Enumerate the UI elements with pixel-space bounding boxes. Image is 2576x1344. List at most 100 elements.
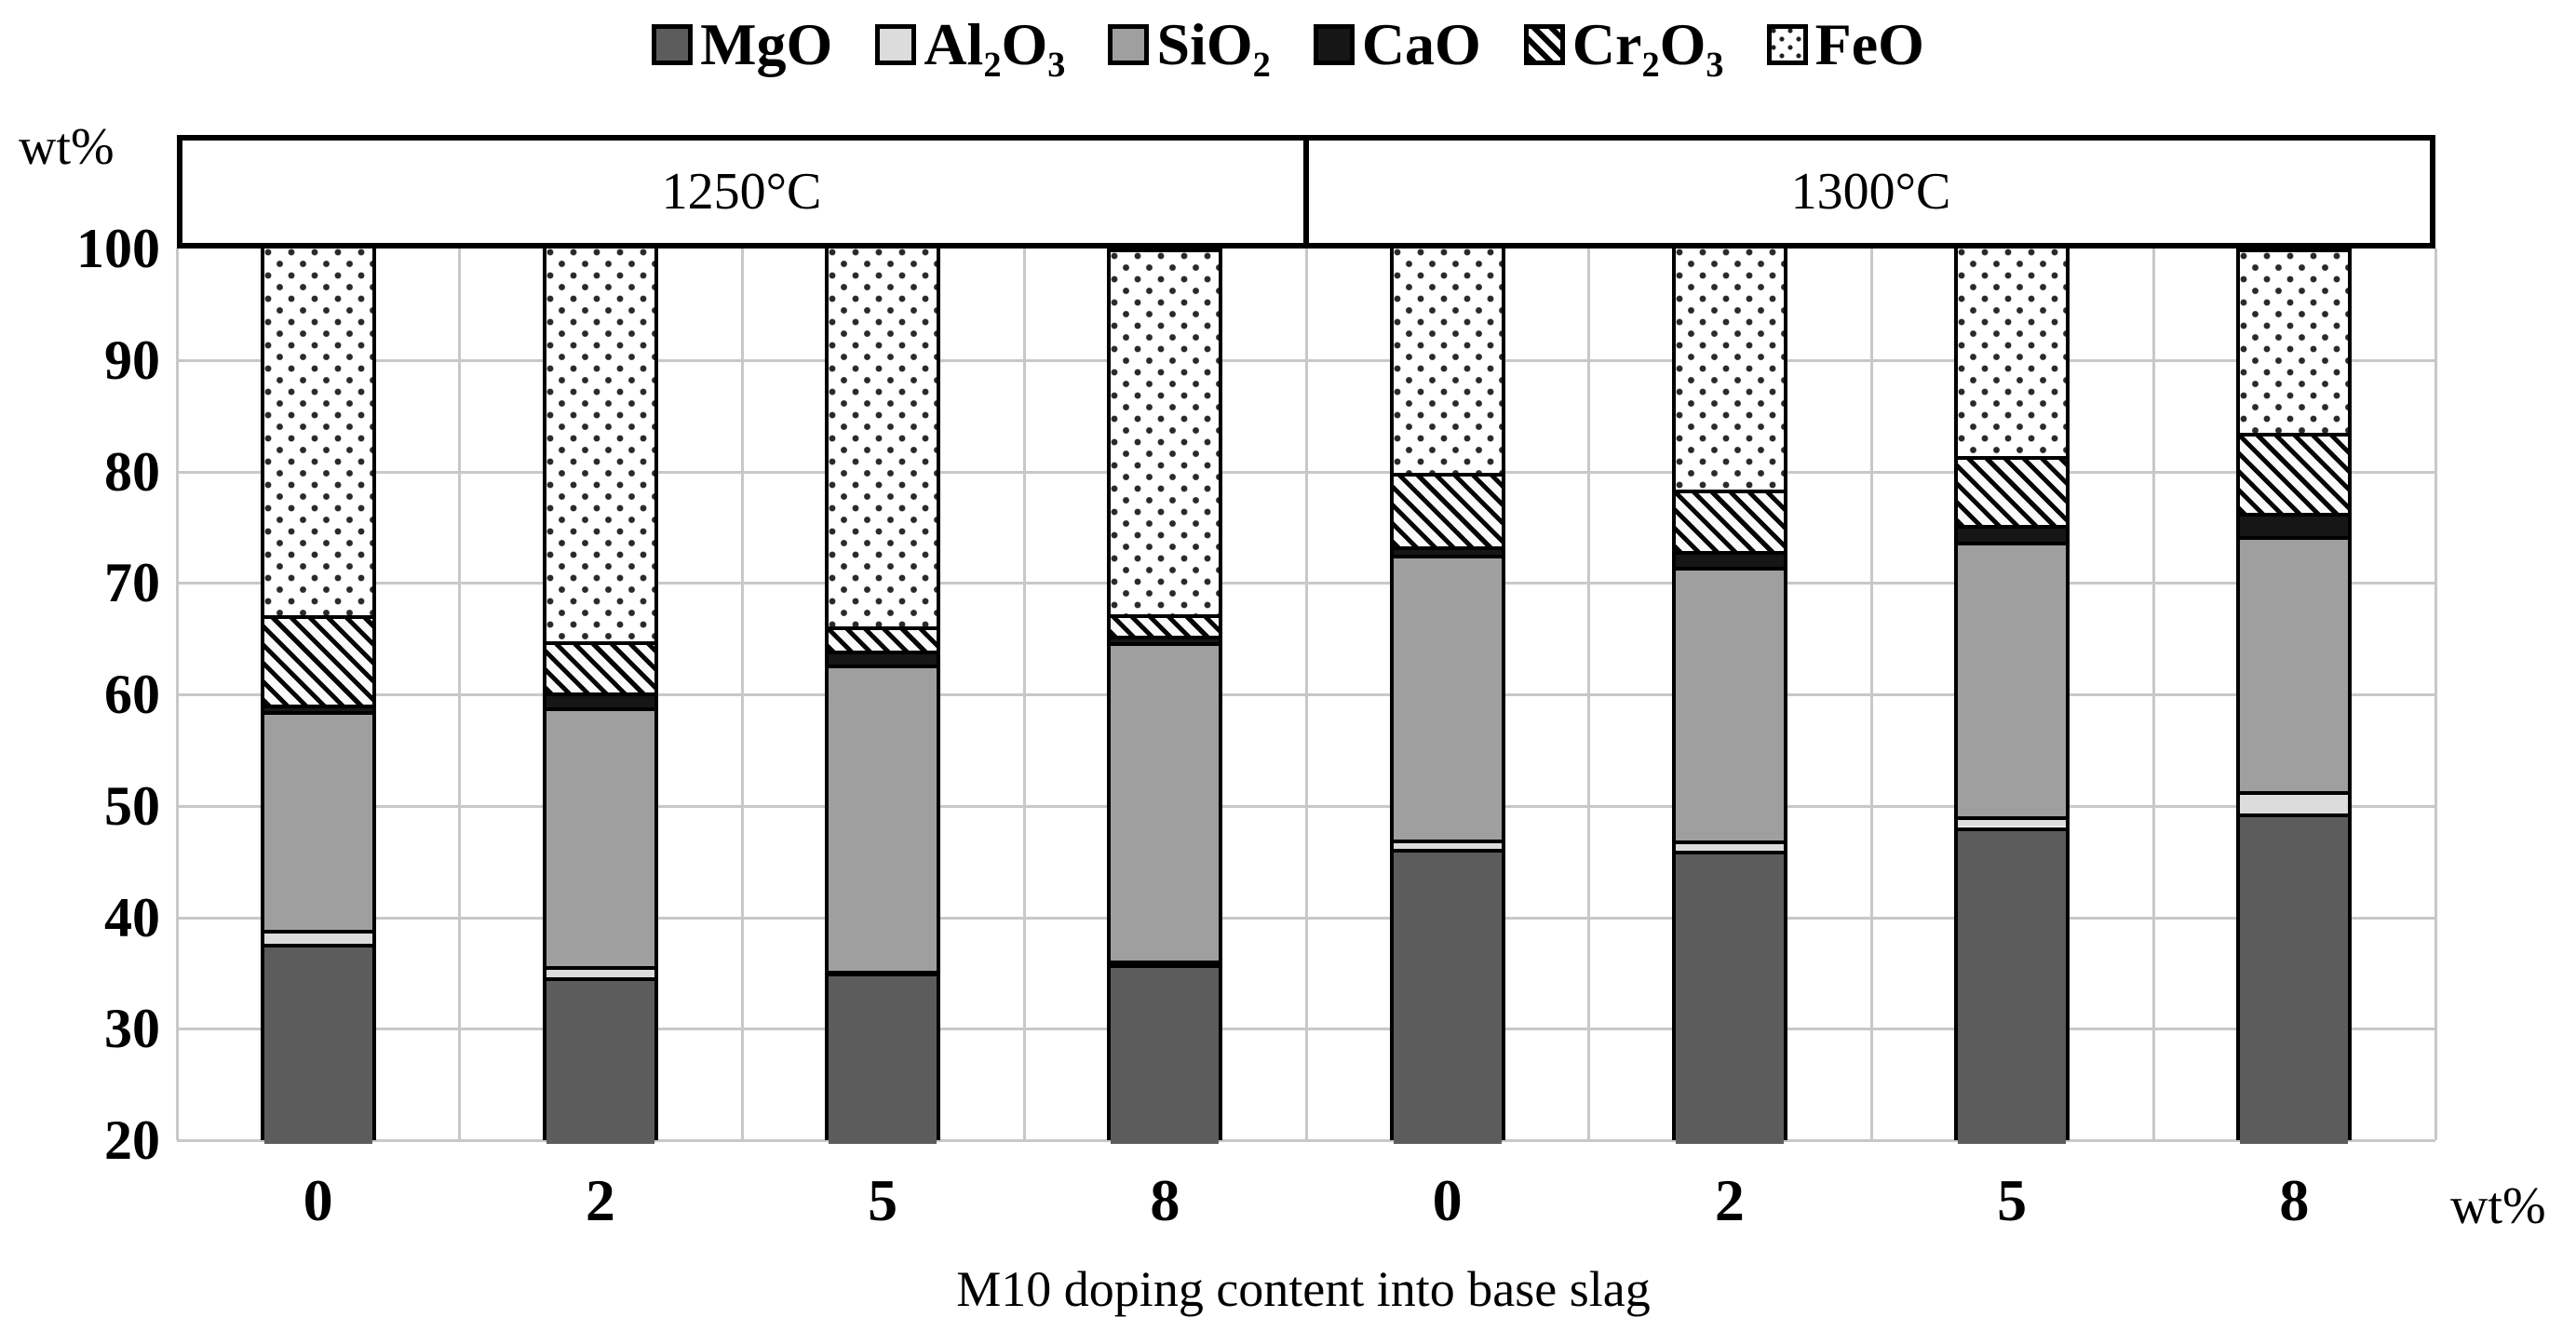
- bar-segment-sio: [1111, 641, 1220, 961]
- y-tick-label-90: 90: [104, 329, 160, 391]
- bar-segment-cao: [546, 692, 654, 708]
- x-tick-label-8: 8: [2279, 1167, 2310, 1233]
- bar-segment-cao: [1675, 550, 1784, 568]
- bar-segment-cro: [1958, 455, 2067, 525]
- x-axis-line: [177, 1139, 2435, 1142]
- legend-item-5: Cr₂O₃: [1523, 11, 1724, 77]
- temperature-label-1300: 1300°C: [1790, 163, 1951, 221]
- legend-label: SiO₂: [1156, 11, 1271, 77]
- bar-segment-cao: [263, 704, 372, 711]
- x-tick-label-3: 5: [868, 1167, 898, 1233]
- bar-segment-alo: [263, 929, 372, 945]
- bar-8: [2236, 249, 2353, 1144]
- x-tick-label-2: 2: [585, 1167, 615, 1233]
- bar-segment-cro: [2240, 432, 2349, 513]
- bar-4: [1107, 249, 1223, 1144]
- bar-segment-feo: [829, 249, 937, 626]
- y-tick-label-80: 80: [104, 440, 160, 503]
- bar-2: [542, 249, 658, 1144]
- v-gridline-2: [740, 249, 744, 1140]
- x-tick-label-6: 2: [1714, 1167, 1745, 1233]
- legend-item-6: FeO: [1766, 11, 1924, 77]
- legend-swatch-icon: [1313, 24, 1355, 65]
- bar-segment-cao: [1111, 635, 1220, 642]
- bar-segment-mgo: [1111, 963, 1220, 1144]
- bar-segment-feo: [263, 249, 372, 615]
- x-tick-label-5: 0: [1432, 1167, 1463, 1233]
- x-tick-label-7: 5: [1997, 1167, 2028, 1233]
- chart-legend: MgO Al₂O₃ SiO₂ CaO Cr₂O₃ FeO: [0, 6, 2576, 84]
- legend-label: MgO: [700, 11, 833, 77]
- legend-swatch-icon: [875, 24, 917, 65]
- temperature-header-divider: [1303, 135, 1309, 249]
- v-gridline-5: [1587, 249, 1591, 1140]
- bar-segment-sio: [829, 664, 937, 971]
- bar-segment-cao: [1958, 524, 2067, 542]
- bar-segment-mgo: [1675, 850, 1784, 1144]
- legend-label: Al₂O₃: [924, 11, 1066, 77]
- bar-segment-alo: [1393, 839, 1502, 850]
- x-axis-unit-label: wt%: [2450, 1177, 2546, 1235]
- bar-segment-feo: [1111, 249, 1220, 614]
- bar-segment-cro: [263, 614, 372, 705]
- bar-5: [1389, 249, 1505, 1144]
- y-tick-label-40: 40: [104, 886, 160, 948]
- legend-label: FeO: [1814, 11, 1924, 77]
- v-gridline-1: [458, 249, 462, 1140]
- x-tick-label-1: 0: [303, 1167, 333, 1233]
- bar-segment-cao: [1393, 545, 1502, 556]
- bar-segment-cro: [1393, 472, 1502, 546]
- bar-1: [260, 249, 376, 1144]
- bar-segment-feo: [546, 249, 654, 641]
- y-tick-label-20: 20: [104, 1109, 160, 1171]
- v-gridline-8: [2434, 249, 2437, 1140]
- v-gridline-3: [1022, 249, 1026, 1140]
- legend-item-3: SiO₂: [1108, 11, 1271, 77]
- v-gridline-4: [1305, 249, 1308, 1140]
- legend-swatch-icon: [652, 24, 694, 65]
- bar-segment-alo: [829, 970, 937, 974]
- legend-item-2: Al₂O₃: [875, 15, 1065, 74]
- bar-segment-alo: [1675, 840, 1784, 851]
- legend-label: Cr₂O₃: [1571, 11, 1724, 77]
- bar-segment-feo: [1675, 249, 1784, 490]
- y-tick-label-60: 60: [104, 664, 160, 725]
- legend-swatch-icon: [1108, 24, 1150, 65]
- bar-segment-cro: [1111, 613, 1220, 636]
- bar-6: [1671, 249, 1787, 1144]
- bar-segment-feo: [1393, 249, 1502, 473]
- legend-swatch-icon: [1523, 24, 1565, 65]
- bar-segment-alo: [546, 966, 654, 978]
- bar-segment-sio: [1393, 555, 1502, 840]
- bar-segment-sio: [1958, 541, 2067, 816]
- bar-segment-mgo: [829, 973, 937, 1144]
- bar-segment-cao: [2240, 512, 2349, 536]
- x-tick-label-4: 8: [1150, 1167, 1180, 1233]
- v-gridline-7: [2151, 249, 2155, 1140]
- bar-segment-sio: [263, 710, 372, 930]
- bar-segment-sio: [546, 707, 654, 967]
- bar-segment-mgo: [1393, 849, 1502, 1144]
- bar-segment-sio: [1675, 567, 1784, 840]
- v-gridline-6: [1869, 249, 1873, 1140]
- bar-segment-alo: [1958, 815, 2067, 827]
- x-axis-title: M10 doping content into base slag: [956, 1261, 1651, 1317]
- bar-segment-cro: [546, 640, 654, 692]
- bar-segment-mgo: [2240, 813, 2349, 1144]
- bar-segment-mgo: [263, 944, 372, 1144]
- bar-segment-cro: [1675, 489, 1784, 551]
- bar-segment-mgo: [546, 977, 654, 1144]
- legend-label: CaO: [1361, 11, 1481, 77]
- bar-segment-alo: [1111, 961, 1220, 965]
- legend-item-1: MgO: [652, 15, 832, 74]
- y-axis-unit-label: wt%: [19, 118, 115, 176]
- y-tick-label-70: 70: [104, 552, 160, 614]
- legend-item-4: CaO: [1313, 11, 1481, 77]
- bar-segment-feo: [1958, 249, 2067, 456]
- y-tick-label-30: 30: [104, 998, 160, 1060]
- y-tick-label-50: 50: [104, 774, 160, 837]
- bar-3: [825, 249, 941, 1144]
- bar-segment-feo: [2240, 249, 2349, 433]
- legend-swatch-icon: [1766, 24, 1808, 65]
